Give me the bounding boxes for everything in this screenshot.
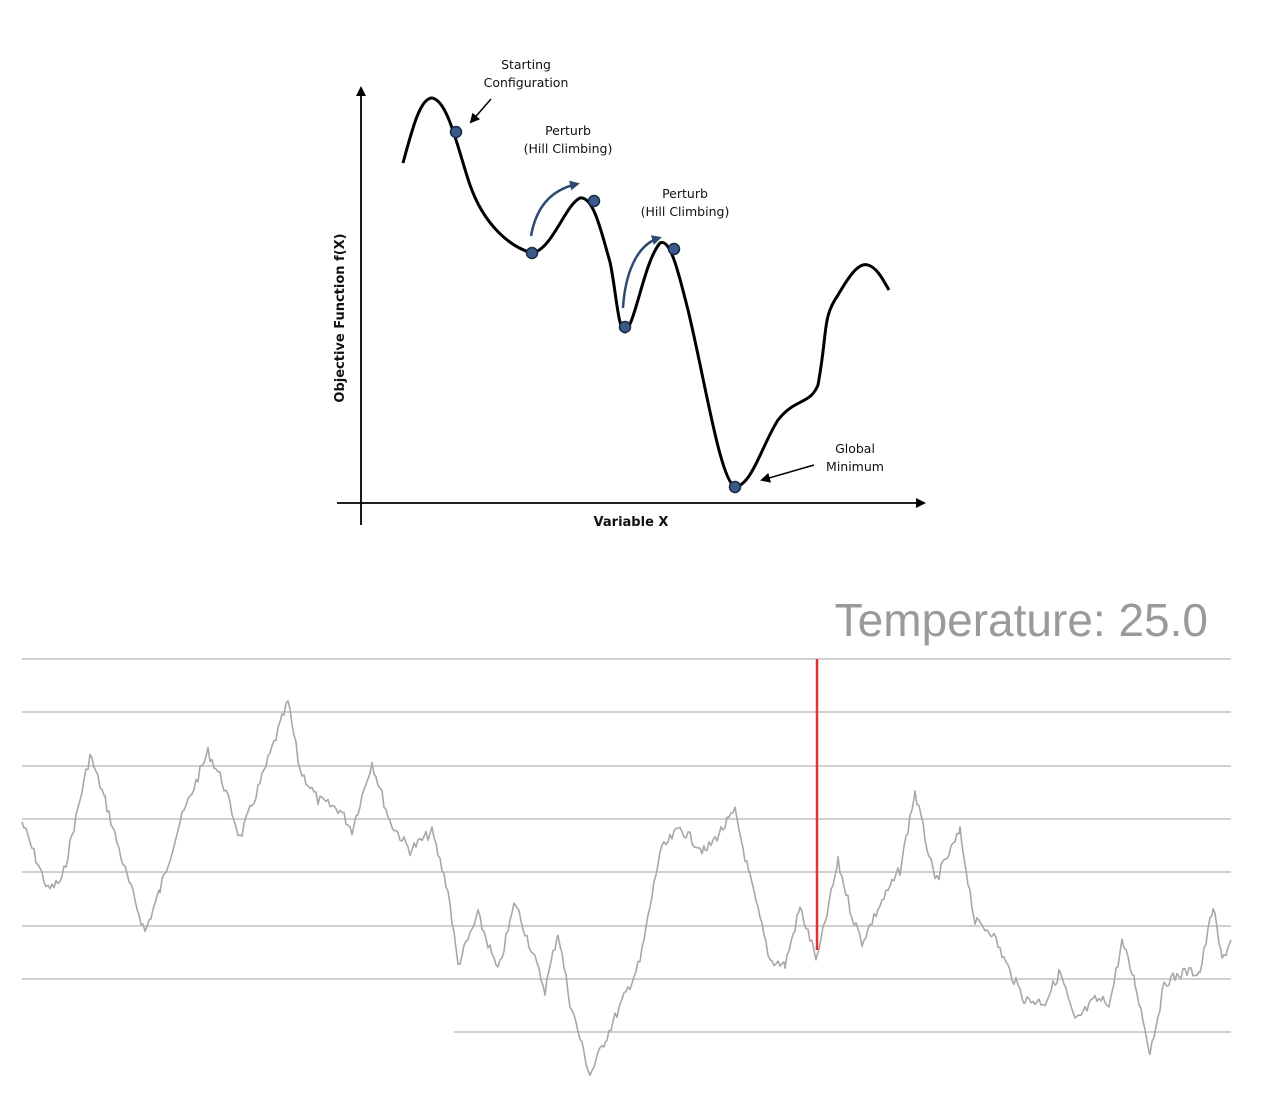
local-min-point-1	[525, 246, 539, 260]
x-axis-label: Variable X	[594, 515, 669, 530]
annealing-panel: Temperature: 25.0	[21, 594, 1232, 1077]
perturb-point-2	[667, 242, 681, 256]
starting-config-label-2: Configuration	[484, 75, 569, 90]
global-min-label-1: Global	[835, 441, 875, 456]
optimization-landscape-diagram: Objective Function f(X) Variable X Start…	[333, 57, 926, 530]
starting-config-label-1: Starting	[501, 57, 551, 72]
global-min-label-2: Minimum	[826, 459, 884, 474]
global-minimum-point	[728, 480, 742, 494]
objective-curve	[401, 96, 891, 489]
start-callout-arrow	[469, 98, 492, 124]
landscape-trace	[21, 700, 1232, 1077]
perturb-arrow-2	[621, 235, 662, 309]
temperature-label: Temperature: 25.0	[835, 594, 1208, 646]
perturb-label-1b: (Hill Climbing)	[524, 141, 613, 156]
perturb-label-2a: Perturb	[662, 186, 708, 201]
local-min-point-2	[618, 320, 632, 334]
y-axis-label: Objective Function f(X)	[333, 233, 348, 402]
global-callout-arrow	[760, 464, 815, 483]
perturb-arrow-1	[529, 180, 580, 237]
starting-point	[449, 125, 463, 139]
perturb-label-1a: Perturb	[545, 123, 591, 138]
perturb-label-2b: (Hill Climbing)	[641, 204, 730, 219]
perturb-point-1	[587, 194, 601, 208]
gridlines	[22, 658, 1231, 1033]
